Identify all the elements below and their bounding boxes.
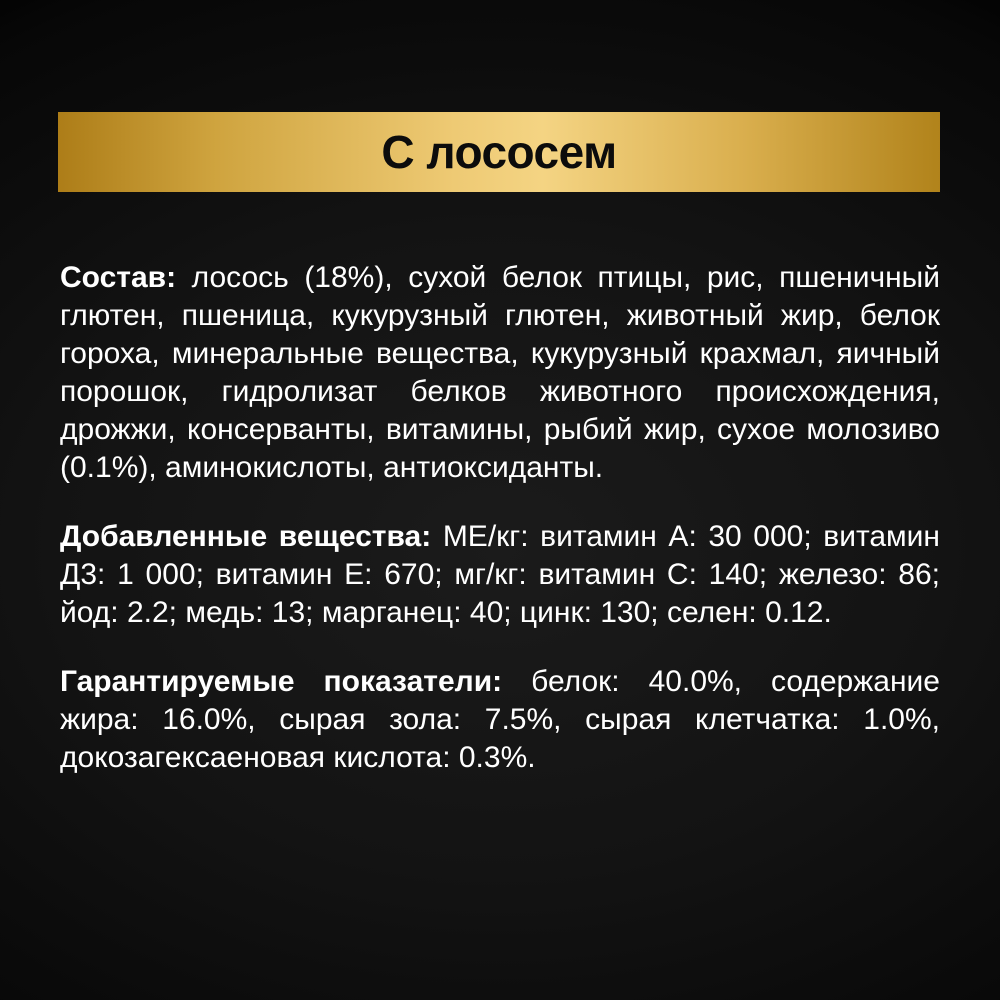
composition-text: лосось (18%), сухой белок птицы, рис, пш…	[60, 261, 941, 484]
guaranteed-analysis-text: белок: 40.0%, содержание жира: 16.0%, сы…	[60, 665, 940, 774]
info-sections: Состав: лосось (18%), сухой белок птицы,…	[60, 259, 940, 777]
guaranteed-analysis-label: Гарантируемые показатели:	[60, 665, 503, 698]
composition-section: Состав: лосось (18%), сухой белок птицы,…	[60, 259, 940, 487]
flavor-banner: С лососем	[58, 112, 940, 192]
additives-section: Добавленные вещества: МЕ/кг: витамин А: …	[60, 518, 940, 632]
composition-label: Состав:	[60, 261, 177, 294]
flavor-title: С лососем	[381, 126, 617, 178]
guaranteed-analysis-section: Гарантируемые показатели: белок: 40.0%, …	[60, 663, 940, 777]
additives-label: Добавленные вещества:	[60, 520, 432, 553]
additives-text: МЕ/кг: витамин А: 30 000; витамин Д3: 1 …	[60, 520, 940, 629]
